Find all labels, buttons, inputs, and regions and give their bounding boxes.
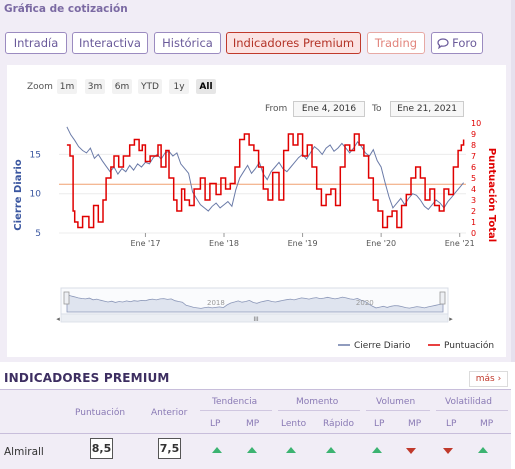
chart-area: Zoom 1m 3m 6m YTD 1y All From Ene 4, 201…: [7, 65, 506, 357]
more-button[interactable]: más ›: [469, 371, 508, 387]
arrow-up-icon: [478, 447, 488, 453]
chart-panel: Gráfica de cotización Intradía Interacti…: [0, 0, 515, 362]
y-right-tick-label: 6: [471, 163, 476, 172]
legend-puntuacion-label[interactable]: Puntuación: [444, 340, 494, 351]
group-divider: [278, 410, 360, 411]
zoom-1y-button[interactable]: 1y: [169, 79, 189, 94]
tab-indicadores-premium[interactable]: Indicadores Premium: [226, 32, 361, 54]
legend-cierre-label[interactable]: Cierre Diario: [354, 341, 411, 351]
tab-historica[interactable]: Histórica: [154, 32, 221, 54]
y-left-tick-label: 15: [30, 150, 41, 160]
y-right-tick-label: 1: [471, 218, 476, 227]
x-tick-label: Ene '18: [209, 239, 239, 248]
x-tick-label: Ene '21: [445, 239, 475, 248]
col-momento-rapido: Rápido: [323, 419, 355, 429]
x-tick-label: Ene '19: [288, 239, 318, 248]
y-right-tick-label: 0: [471, 229, 476, 238]
col-tendencia-mp: MP: [246, 419, 260, 429]
scroll-grip-icon: III: [253, 316, 259, 323]
arrow-up-icon: [326, 447, 336, 453]
tab-intradia[interactable]: Intradía: [5, 32, 67, 54]
score-puntuacion: 8,5: [90, 438, 113, 459]
row-company-name[interactable]: Almirall: [4, 446, 44, 458]
y-axis-left-label: Cierre Diario: [13, 159, 24, 231]
col-volatilidad-mp: MP: [480, 419, 494, 429]
navigator-series: [66, 294, 444, 313]
navigator[interactable]: 2018 2020 ◂ ▸ III: [56, 287, 453, 323]
range-to-input[interactable]: Ene 21, 2021: [390, 101, 464, 117]
y-right-tick-label: 9: [471, 130, 476, 139]
y-right-tick-label: 5: [471, 174, 476, 183]
arrow-up-icon: [247, 447, 257, 453]
range-from-input[interactable]: Ene 4, 2016: [293, 101, 365, 117]
navigator-tick-label: 2018: [207, 299, 225, 307]
x-tick-label: Ene '17: [130, 239, 160, 248]
navigator-scrollbar[interactable]: [60, 313, 449, 323]
zoom-ytd-button[interactable]: YTD: [138, 79, 162, 94]
indicators-table: Tendencia Momento Volumen Volatilidad Pu…: [0, 389, 511, 469]
group-divider: [436, 410, 508, 411]
y-right-tick-label: 2: [471, 207, 476, 216]
zoom-1m-button[interactable]: 1m: [57, 79, 77, 94]
y-right-tick-label: 7: [471, 152, 476, 161]
zoom-3m-button[interactable]: 3m: [85, 79, 105, 94]
arrow-down-icon: [443, 448, 453, 454]
arrow-up-icon: [286, 447, 296, 453]
arrow-up-icon: [212, 447, 222, 453]
tab-foro[interactable]: Foro: [431, 32, 483, 54]
premium-title: INDICADORES PREMIUM: [4, 371, 170, 385]
score-anterior: 7,5: [158, 438, 181, 459]
zoom-all-button[interactable]: All: [196, 79, 216, 94]
col-momento-lento: Lento: [281, 419, 307, 429]
y-left-tick-label: 10: [30, 190, 42, 200]
navigator-right-handle[interactable]: [439, 291, 446, 305]
y-right-tick-label: 4: [471, 185, 476, 194]
series-cierre-diario-line: [66, 126, 464, 212]
chat-bubble-icon: [437, 37, 449, 49]
scroll-right-icon[interactable]: ▸: [449, 315, 453, 323]
group-volumen: Volumen: [376, 397, 416, 407]
chart-legend: Cierre Diario Puntuación: [338, 340, 494, 351]
group-volatilidad: Volatilidad: [445, 397, 492, 407]
y-axis-right-label: Puntuación Total: [486, 148, 498, 242]
group-momento: Momento: [296, 397, 339, 407]
col-anterior: Anterior: [151, 408, 188, 418]
range-to-label: To: [372, 104, 382, 114]
series-puntuacion-line: [66, 133, 465, 229]
col-tendencia-lp: LP: [210, 419, 221, 429]
col-volatilidad-lp: LP: [446, 419, 457, 429]
range-from-label: From: [265, 104, 288, 114]
arrow-down-icon: [406, 448, 416, 454]
y-left-tick-label: 5: [35, 229, 41, 239]
group-divider: [200, 410, 272, 411]
y-right-tick-label: 8: [471, 141, 476, 150]
y-right-tick-label: 10: [471, 119, 481, 128]
col-puntuacion: Puntuación: [75, 408, 126, 418]
tab-trading[interactable]: Trading: [367, 32, 425, 54]
group-tendencia: Tendencia: [212, 397, 258, 407]
arrow-up-icon: [372, 447, 382, 453]
zoom-label: Zoom: [27, 82, 53, 92]
col-volumen-lp: LP: [374, 419, 385, 429]
scroll-left-icon[interactable]: ◂: [56, 315, 60, 323]
navigator-left-handle[interactable]: [63, 291, 70, 305]
col-volumen-mp: MP: [408, 419, 422, 429]
zoom-6m-button[interactable]: 6m: [112, 79, 132, 94]
x-tick-label: Ene '20: [366, 239, 396, 248]
y-right-tick-label: 3: [471, 196, 476, 205]
group-divider: [366, 410, 430, 411]
navigator-tick-label: 2020: [356, 299, 374, 307]
tab-interactiva[interactable]: Interactiva: [72, 32, 148, 54]
row-divider: [0, 433, 511, 434]
section-title: Gráfica de cotización: [4, 3, 128, 15]
